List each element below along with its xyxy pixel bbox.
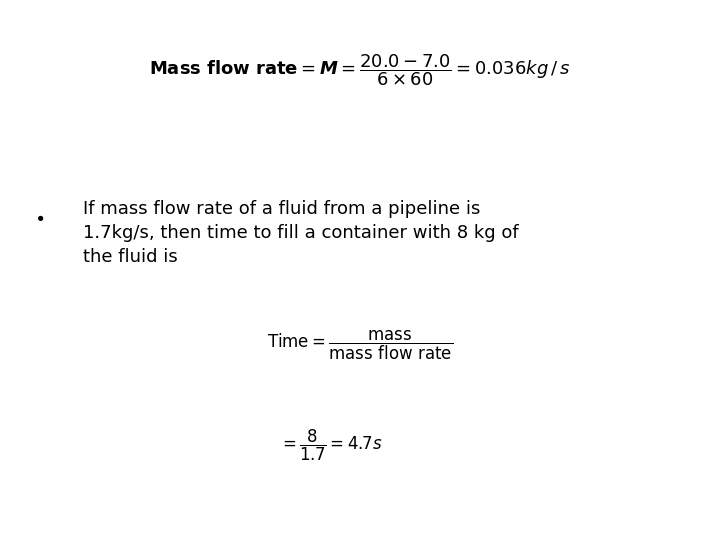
Text: $\mathrm{Time} = \dfrac{\mathrm{mass}}{\mathrm{mass\ flow\ rate}}$: $\mathrm{Time} = \dfrac{\mathrm{mass}}{\… bbox=[267, 329, 453, 362]
Text: the fluid is: the fluid is bbox=[83, 248, 178, 266]
Text: $\bullet$: $\bullet$ bbox=[35, 208, 45, 226]
Text: If mass flow rate of a fluid from a pipeline is: If mass flow rate of a fluid from a pipe… bbox=[83, 200, 480, 218]
Text: $\mathbf{Mass\ flow\ rate} = \boldsymbol{M} = \dfrac{20.0-7.0}{6\times60} = 0.03: $\mathbf{Mass\ flow\ rate} = \boldsymbol… bbox=[149, 52, 571, 88]
Text: $= \dfrac{8}{1.7} = 4.7\mathit{s}$: $= \dfrac{8}{1.7} = 4.7\mathit{s}$ bbox=[279, 428, 383, 463]
Text: 1.7kg/s, then time to fill a container with 8 kg of: 1.7kg/s, then time to fill a container w… bbox=[83, 224, 518, 242]
